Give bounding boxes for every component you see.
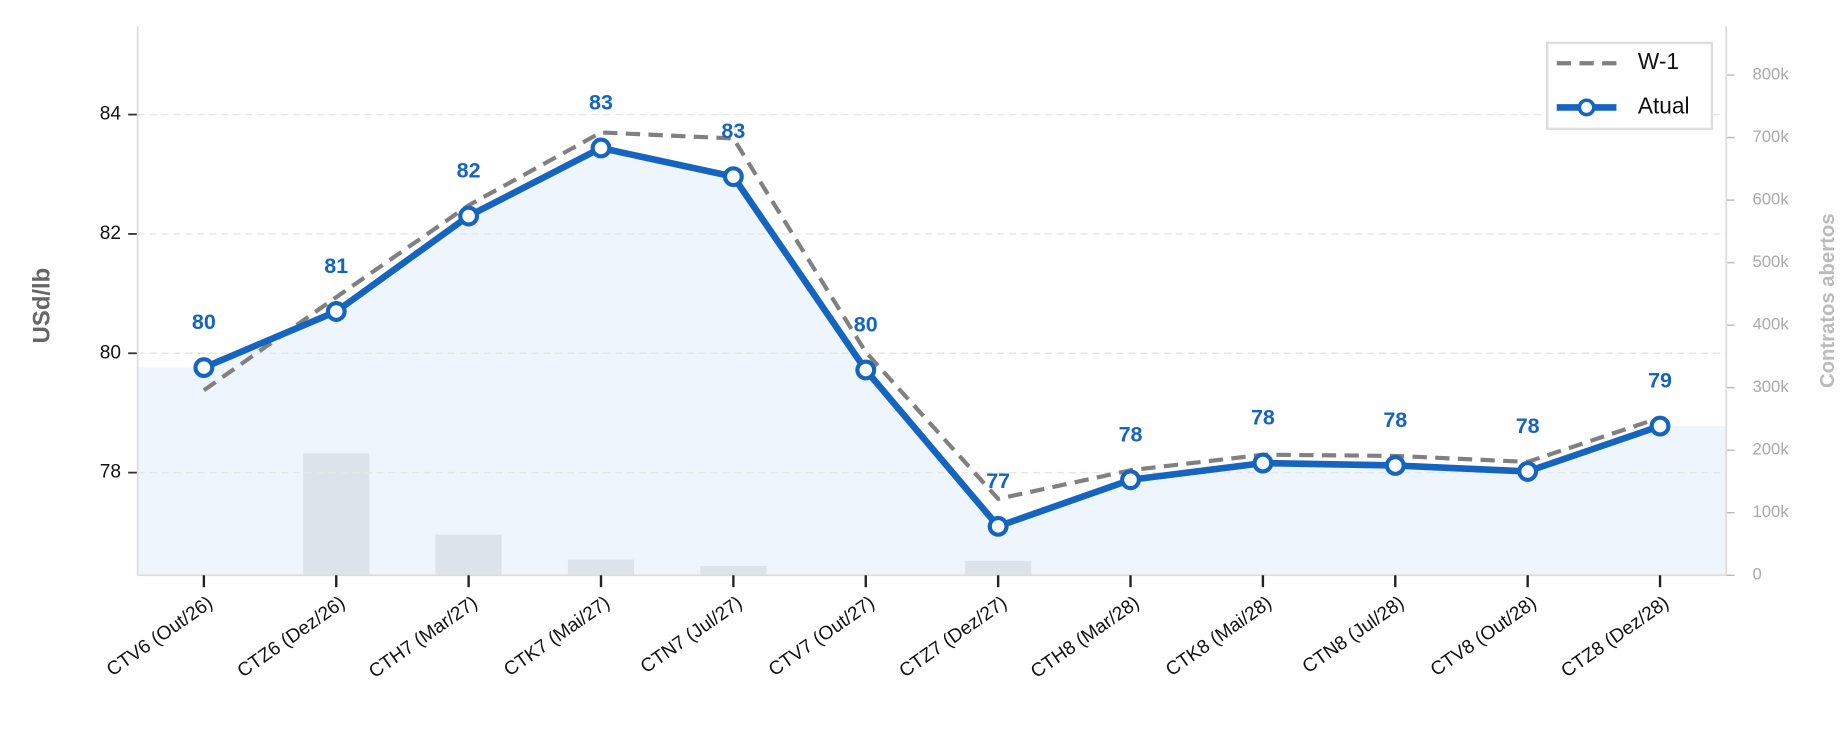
y2-tick-label: 400k bbox=[1752, 315, 1789, 334]
data-label: 83 bbox=[589, 91, 613, 115]
x-tick-label: CTN7 (Jul/27) bbox=[637, 593, 746, 678]
data-label: 79 bbox=[1648, 369, 1672, 393]
y-axis-label: USd/lb bbox=[29, 268, 56, 344]
data-label: 78 bbox=[1383, 408, 1407, 432]
data-label: 78 bbox=[1119, 422, 1143, 446]
legend-label: W-1 bbox=[1638, 48, 1679, 74]
x-tick-label: CTH7 (Mar/27) bbox=[365, 593, 481, 683]
point bbox=[987, 515, 1009, 537]
y2-axis-label: Contratos abertos bbox=[1817, 213, 1839, 388]
x-tick-label: CTK8 (Mai/28) bbox=[1162, 593, 1276, 681]
y-tick-label: 84 bbox=[100, 104, 122, 125]
y2-tick-label: 600k bbox=[1752, 189, 1789, 208]
x-tick-label: CTK7 (Mai/27) bbox=[500, 593, 614, 681]
legend-label: Atual bbox=[1638, 92, 1690, 118]
x-tick-label: CTZ8 (Dez/28) bbox=[1558, 593, 1673, 683]
area-fill bbox=[137, 147, 1727, 576]
data-label: 78 bbox=[1516, 414, 1540, 438]
x-tick-label: CTH8 (Mar/28) bbox=[1027, 593, 1143, 683]
point bbox=[590, 137, 612, 159]
data-label: 81 bbox=[324, 254, 348, 278]
y-tick-label: 80 bbox=[100, 342, 121, 363]
data-label: 77 bbox=[986, 469, 1010, 493]
y2-tick-label: 100k bbox=[1752, 502, 1789, 521]
x-tick-label: CTV7 (Out/27) bbox=[765, 593, 879, 681]
point bbox=[1252, 452, 1274, 474]
x-tick-label: CTV6 (Out/26) bbox=[103, 593, 217, 681]
open-interest-bar bbox=[303, 453, 370, 576]
data-label: 80 bbox=[192, 310, 216, 334]
open-interest-bar bbox=[567, 559, 635, 576]
open-interest-bar bbox=[435, 534, 502, 576]
point bbox=[1120, 469, 1141, 491]
y2-tick-label: 200k bbox=[1752, 440, 1789, 459]
y-tick-label: 82 bbox=[100, 223, 121, 244]
x-tick-label: CTN8 (Jul/28) bbox=[1299, 593, 1408, 678]
series-line bbox=[202, 130, 1661, 501]
data-label: 80 bbox=[854, 312, 878, 336]
data-label: 78 bbox=[1251, 406, 1275, 430]
point bbox=[1517, 460, 1539, 482]
y2-tick-label: 500k bbox=[1752, 252, 1789, 271]
point bbox=[325, 301, 347, 322]
open-interest-bar bbox=[965, 560, 1032, 576]
x-tick-label: CTZ6 (Dez/26) bbox=[234, 593, 349, 683]
series-line bbox=[202, 144, 1662, 530]
y2-tick-label: 800k bbox=[1752, 64, 1789, 83]
point bbox=[1384, 455, 1406, 476]
legend-marker bbox=[1577, 98, 1596, 117]
point bbox=[193, 357, 215, 379]
point bbox=[855, 359, 877, 381]
x-tick-label: CTZ7 (Dez/27) bbox=[896, 593, 1011, 683]
x-tick-label: CTV8 (Out/28) bbox=[1427, 593, 1541, 681]
y2-tick-label: 300k bbox=[1752, 377, 1789, 396]
data-label: 82 bbox=[457, 159, 481, 183]
point bbox=[1649, 415, 1671, 437]
point bbox=[722, 166, 744, 188]
legend-box bbox=[1546, 41, 1714, 131]
y2-tick-label: 0 bbox=[1752, 565, 1761, 584]
point bbox=[458, 205, 480, 227]
data-label: 83 bbox=[721, 119, 745, 143]
y-tick-label: 78 bbox=[100, 462, 121, 483]
y2-tick-label: 700k bbox=[1752, 127, 1789, 146]
open-interest-bar bbox=[700, 565, 767, 576]
